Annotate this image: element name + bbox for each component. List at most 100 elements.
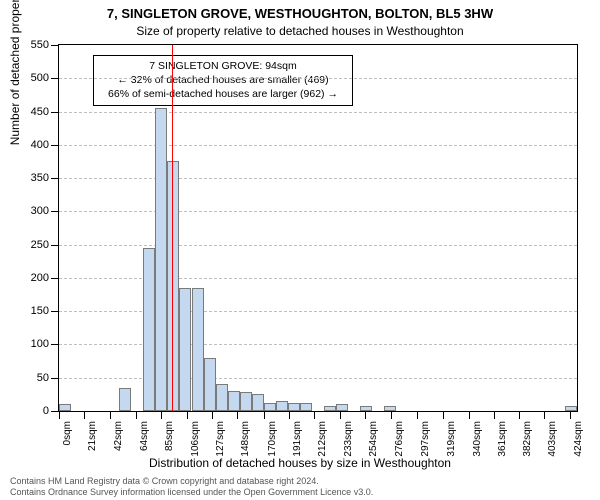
y-axis-label: Number of detached properties xyxy=(8,0,22,145)
y-tick-label: 150 xyxy=(31,305,49,317)
x-tick-label: 85sqm xyxy=(164,421,175,451)
x-tick-label: 254sqm xyxy=(368,421,379,457)
x-tick xyxy=(237,411,238,419)
histogram-bar xyxy=(119,388,131,411)
y-tick xyxy=(51,145,59,146)
y-gridline xyxy=(59,311,577,312)
y-tick-label: 250 xyxy=(31,239,49,251)
y-tick xyxy=(51,211,59,212)
annotation-line: 66% of semi-detached houses are larger (… xyxy=(100,87,346,101)
y-gridline xyxy=(59,145,577,146)
x-tick xyxy=(110,411,111,419)
x-tick-label: 276sqm xyxy=(394,421,405,457)
y-tick xyxy=(51,45,59,46)
y-tick xyxy=(51,78,59,79)
x-tick xyxy=(136,411,137,419)
x-tick-label: 21sqm xyxy=(87,421,98,451)
y-tick-label: 400 xyxy=(31,139,49,151)
x-tick xyxy=(443,411,444,419)
histogram-bar xyxy=(192,288,204,411)
histogram-bar xyxy=(360,406,372,411)
x-tick xyxy=(161,411,162,419)
histogram-bar xyxy=(336,404,348,411)
y-tick-label: 100 xyxy=(31,338,49,350)
y-tick xyxy=(51,245,59,246)
histogram-bar xyxy=(264,403,276,411)
y-gridline xyxy=(59,278,577,279)
y-tick-label: 300 xyxy=(31,205,49,217)
x-tick-label: 382sqm xyxy=(522,421,533,457)
y-tick-label: 500 xyxy=(31,72,49,84)
histogram-bar xyxy=(228,391,240,411)
x-axis-label: Distribution of detached houses by size … xyxy=(0,456,600,470)
y-tick xyxy=(51,311,59,312)
histogram-bar xyxy=(155,108,167,411)
histogram-bar xyxy=(276,401,288,411)
y-tick xyxy=(51,411,59,412)
annotation-line: ← 32% of detached houses are smaller (46… xyxy=(100,73,346,87)
x-tick-label: 0sqm xyxy=(62,421,73,445)
x-tick-label: 340sqm xyxy=(472,421,483,457)
x-tick xyxy=(391,411,392,419)
x-tick-label: 361sqm xyxy=(497,421,508,457)
y-tick xyxy=(51,378,59,379)
y-tick-label: 200 xyxy=(31,272,49,284)
x-tick-label: 64sqm xyxy=(139,421,150,451)
histogram-bar xyxy=(204,358,216,411)
reference-line xyxy=(172,45,173,411)
histogram-bar xyxy=(167,161,179,411)
x-tick-label: 127sqm xyxy=(215,421,226,457)
annotation-box: 7 SINGLETON GROVE: 94sqm← 32% of detache… xyxy=(93,55,353,106)
x-tick-label: 148sqm xyxy=(240,421,251,457)
x-tick xyxy=(519,411,520,419)
chart-subtitle: Size of property relative to detached ho… xyxy=(0,24,600,38)
y-tick-label: 550 xyxy=(31,39,49,51)
x-tick xyxy=(59,411,60,419)
x-tick-label: 170sqm xyxy=(267,421,278,457)
x-tick xyxy=(289,411,290,419)
y-gridline xyxy=(59,178,577,179)
x-tick xyxy=(314,411,315,419)
y-gridline xyxy=(59,78,577,79)
chart-container: 7, SINGLETON GROVE, WESTHOUGHTON, BOLTON… xyxy=(0,0,600,500)
x-tick xyxy=(340,411,341,419)
x-tick-label: 297sqm xyxy=(420,421,431,457)
y-tick-label: 450 xyxy=(31,106,49,118)
x-tick xyxy=(494,411,495,419)
x-tick-label: 212sqm xyxy=(317,421,328,457)
histogram-bar xyxy=(384,406,396,411)
y-gridline xyxy=(59,211,577,212)
y-tick-label: 350 xyxy=(31,172,49,184)
x-tick xyxy=(469,411,470,419)
plot-area: 7 SINGLETON GROVE: 94sqm← 32% of detache… xyxy=(58,44,578,412)
histogram-bar xyxy=(179,288,191,411)
histogram-bar xyxy=(324,406,336,411)
y-gridline xyxy=(59,245,577,246)
x-tick-label: 403sqm xyxy=(547,421,558,457)
footnote: Contains HM Land Registry data © Crown c… xyxy=(10,476,373,498)
x-tick-label: 233sqm xyxy=(343,421,354,457)
y-gridline xyxy=(59,378,577,379)
histogram-bar xyxy=(143,248,155,411)
histogram-bar xyxy=(565,406,577,411)
footnote-line: Contains Ordnance Survey information lic… xyxy=(10,487,373,498)
x-tick-label: 42sqm xyxy=(113,421,124,451)
x-tick xyxy=(544,411,545,419)
x-tick-label: 424sqm xyxy=(573,421,584,457)
x-tick xyxy=(264,411,265,419)
annotation-line: 7 SINGLETON GROVE: 94sqm xyxy=(100,59,346,73)
y-tick-label: 0 xyxy=(43,405,49,417)
x-tick-label: 319sqm xyxy=(446,421,457,457)
y-gridline xyxy=(59,112,577,113)
y-tick-label: 50 xyxy=(37,372,49,384)
x-tick-label: 191sqm xyxy=(292,421,303,457)
y-tick xyxy=(51,278,59,279)
x-tick xyxy=(187,411,188,419)
histogram-bar xyxy=(59,404,71,411)
x-tick xyxy=(212,411,213,419)
histogram-bar xyxy=(300,403,312,411)
histogram-bar xyxy=(240,392,252,411)
x-tick-label: 106sqm xyxy=(190,421,201,457)
histogram-bar xyxy=(252,394,264,411)
y-tick xyxy=(51,112,59,113)
